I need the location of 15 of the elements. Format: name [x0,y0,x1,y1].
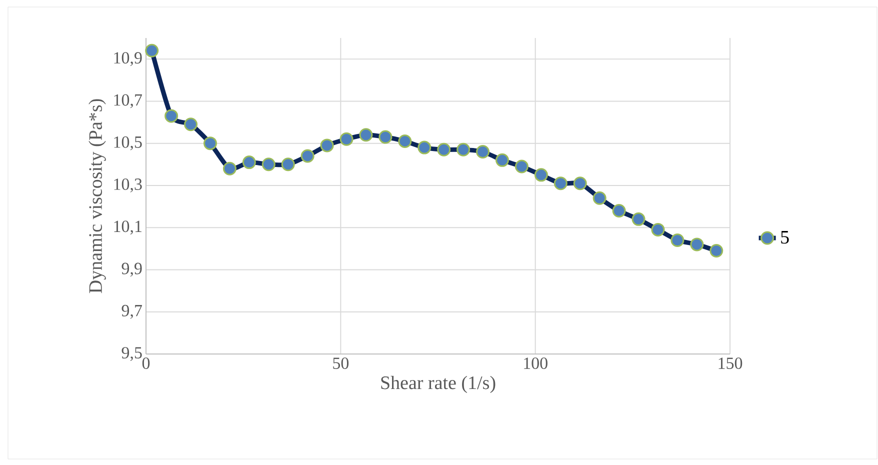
y-tick-label: 10,9 [114,52,142,66]
x-axis-title: Shear rate (1/s) [381,376,496,394]
x-tick-label: 50 [333,358,349,369]
legend-label: 5 [781,231,789,244]
x-tick-label: 0 [142,358,150,369]
x-tick-label: 150 [718,358,742,369]
x-tick-label: 100 [524,358,548,369]
y-tick-label: 9,5 [122,347,142,361]
y-tick-label: 10,7 [114,94,142,108]
y-tick-label: 10,1 [114,220,142,235]
y-tick-label: 9,7 [122,304,142,319]
y-tick-label: 10,3 [114,178,142,192]
y-tick-label: 9,9 [122,262,142,277]
y-tick-label: 10,5 [114,136,142,150]
y-axis-title: Dynamic viscosity (Pa*s) [88,99,106,294]
